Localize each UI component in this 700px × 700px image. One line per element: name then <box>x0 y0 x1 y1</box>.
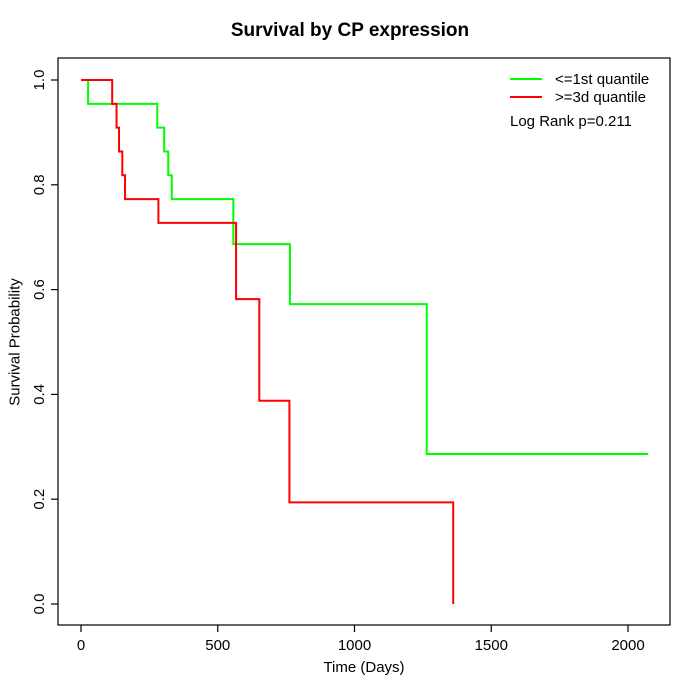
x-tick-label: 500 <box>205 637 230 654</box>
legend-item-first-quantile: <=1st quantile <box>510 70 649 88</box>
x-axis-label: Time (Days) <box>323 659 405 676</box>
y-tick-label: 0.4 <box>31 384 48 405</box>
log-rank-annotation: Log Rank p=0.211 <box>510 113 632 130</box>
legend-line-green-icon <box>510 78 542 80</box>
legend-label-first-quantile: <=1st quantile <box>555 70 650 88</box>
legend-item-third-quantile: >=3d quantile <box>510 88 649 106</box>
x-tick-label: 1500 <box>475 637 508 654</box>
y-tick-label: 1.0 <box>31 70 48 91</box>
x-tick-label: 1000 <box>338 637 371 654</box>
chart-title: Survival by CP expression <box>230 20 470 41</box>
y-tick-label: 0.0 <box>31 594 48 615</box>
y-tick-label: 0.6 <box>31 279 48 300</box>
legend-label-third-quantile: >=3d quantile <box>555 88 646 106</box>
y-tick-label: 0.2 <box>31 489 48 510</box>
legend-line-red-icon <box>510 96 542 98</box>
survival-curve-third-quantile <box>81 79 455 604</box>
x-tick-label: 2000 <box>611 637 644 654</box>
plot-border <box>57 57 671 626</box>
y-tick-label: 0.8 <box>31 174 48 195</box>
x-tick-label: 0 <box>77 637 85 654</box>
legend: <=1st quantile >=3d quantile Log Rank p=… <box>510 70 649 130</box>
survival-curve-first-quantile <box>81 79 649 456</box>
